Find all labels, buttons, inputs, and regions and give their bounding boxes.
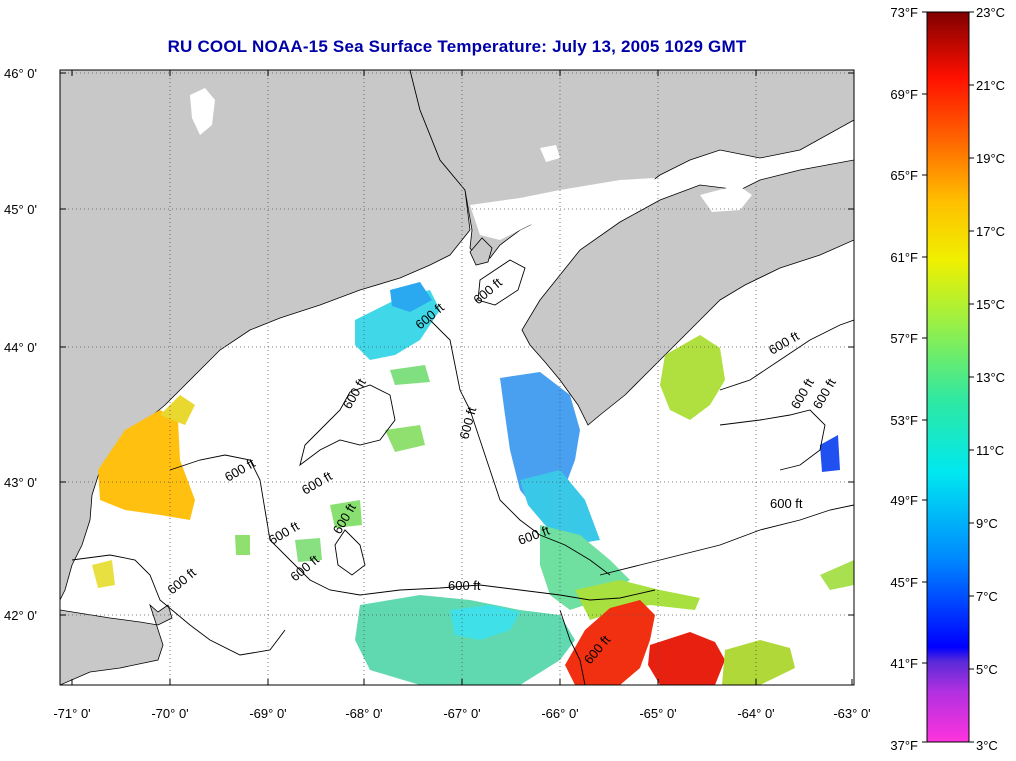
lat-label: 42° 0' [4,608,37,623]
colorbar: 73°F 69°F 65°F 61°F 57°F 53°F 49°F 45°F … [890,5,1005,753]
fahrenheit-label: 45°F [890,575,918,590]
chart-title: RU COOL NOAA-15 Sea Surface Temperature:… [167,37,747,56]
bathymetry-contours [71,259,854,685]
sst-patch [390,365,430,385]
land-cape-cod [60,603,173,685]
sst-patch [820,560,854,590]
fahrenheit-label: 61°F [890,250,918,265]
lon-label: -67° 0' [443,706,480,721]
contour-label: 600 ft [448,578,481,593]
sst-patch [98,410,195,520]
sst-patch [390,282,432,312]
lon-label: -70° 0' [151,706,188,721]
map-frame [59,69,855,686]
celsius-label: 21°C [976,78,1005,93]
sst-patch [722,640,795,685]
sst-patch [330,500,362,528]
contour-label: 600 ft [770,496,803,511]
sst-patch [235,535,250,555]
cloud-patch [470,178,655,240]
lon-label: -68° 0' [345,706,382,721]
lon-label: -65° 0' [639,706,676,721]
fahrenheit-label: 49°F [890,493,918,508]
lon-label: -66° 0' [541,706,578,721]
colorbar-fahrenheit-labels: 73°F 69°F 65°F 61°F 57°F 53°F 49°F 45°F … [890,5,918,753]
celsius-label: 19°C [976,151,1005,166]
colorbar-ticks [922,11,974,743]
celsius-label: 7°C [976,589,998,604]
sst-patch [565,600,655,685]
fahrenheit-label: 57°F [890,331,918,346]
sst-patch [520,470,600,545]
celsius-label: 9°C [976,516,998,531]
lon-label: -63° 0' [833,706,870,721]
sst-patch [355,290,440,360]
land-grand-manan [469,237,493,266]
celsius-label: 23°C [976,5,1005,20]
sst-patch [355,595,575,685]
celsius-label: 17°C [976,224,1005,239]
axis-ticks [60,70,854,685]
sst-patch [450,605,520,640]
fahrenheit-label: 41°F [890,656,918,671]
lat-label: 45° 0' [4,202,37,217]
sst-patch [820,435,840,472]
colorbar-gradient [926,11,970,743]
cloud-patch [540,145,560,162]
fahrenheit-label: 65°F [890,168,918,183]
sst-patch [648,632,725,685]
sst-patch [160,395,195,425]
latitude-labels: 46° 0' 45° 0' 44° 0' 43° 0' 42° 0' [4,66,37,623]
lat-label: 46° 0' [4,66,37,81]
lon-label: -71° 0' [53,706,90,721]
colorbar-celsius-labels: 23°C 21°C 19°C 17°C 15°C 13°C 11°C 9°C 7… [976,5,1005,753]
lat-label: 44° 0' [4,340,37,355]
sst-patch [295,538,322,562]
lon-label: -69° 0' [249,706,286,721]
sst-patch [575,580,700,620]
land-new-england [60,70,471,601]
lon-label: -64° 0' [737,706,774,721]
celsius-label: 11°C [976,443,1004,458]
fahrenheit-label: 53°F [890,413,918,428]
celsius-label: 15°C [976,297,1005,312]
graticule [60,70,854,685]
fahrenheit-label: 37°F [890,738,918,753]
lat-label: 43° 0' [4,475,37,490]
celsius-label: 5°C [976,662,998,677]
cloud-patch [700,185,752,212]
celsius-label: 3°C [976,738,998,753]
sst-patch [660,335,725,420]
celsius-label: 13°C [976,370,1005,385]
sst-patch [92,560,115,588]
cloud-patch [190,88,215,135]
fahrenheit-label: 69°F [890,87,918,102]
map-area: 600 ft 600 ft 600 ft 600 ft 600 ft 600 f… [60,70,854,685]
longitude-labels: -71° 0' -70° 0' -69° 0' -68° 0' -67° 0' … [53,706,870,721]
sst-patch [385,425,425,452]
fahrenheit-label: 73°F [890,5,918,20]
